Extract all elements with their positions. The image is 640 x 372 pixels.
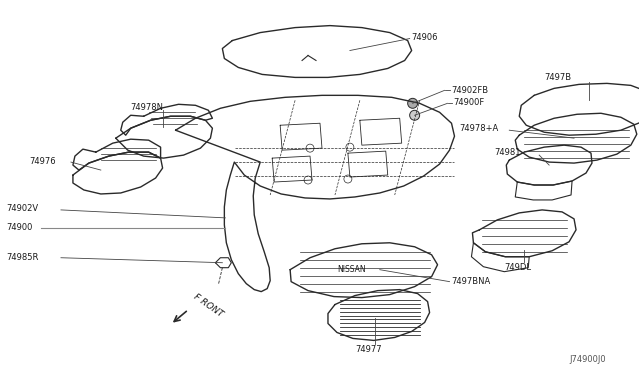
Text: 74976: 74976 — [29, 157, 56, 166]
Text: NISSAN: NISSAN — [337, 265, 366, 274]
Text: 74978N: 74978N — [131, 103, 164, 112]
Text: 74902V: 74902V — [6, 205, 38, 214]
Text: 7497B: 7497B — [544, 73, 572, 82]
Circle shape — [410, 110, 420, 120]
Text: 74978+A: 74978+A — [460, 124, 499, 133]
Text: F RONT: F RONT — [191, 292, 224, 319]
Circle shape — [408, 98, 418, 108]
Text: 74985R: 74985R — [6, 253, 38, 262]
Text: 74902FB: 74902FB — [451, 86, 488, 95]
Text: 749DL: 749DL — [504, 263, 531, 272]
Text: J74900J0: J74900J0 — [569, 355, 605, 364]
Text: 7497BNA: 7497BNA — [451, 277, 491, 286]
Text: 74906: 74906 — [412, 33, 438, 42]
Text: 74981: 74981 — [494, 148, 521, 157]
Text: 74977: 74977 — [355, 345, 381, 354]
Text: 74900F: 74900F — [454, 98, 484, 107]
Text: 74900: 74900 — [6, 223, 33, 232]
